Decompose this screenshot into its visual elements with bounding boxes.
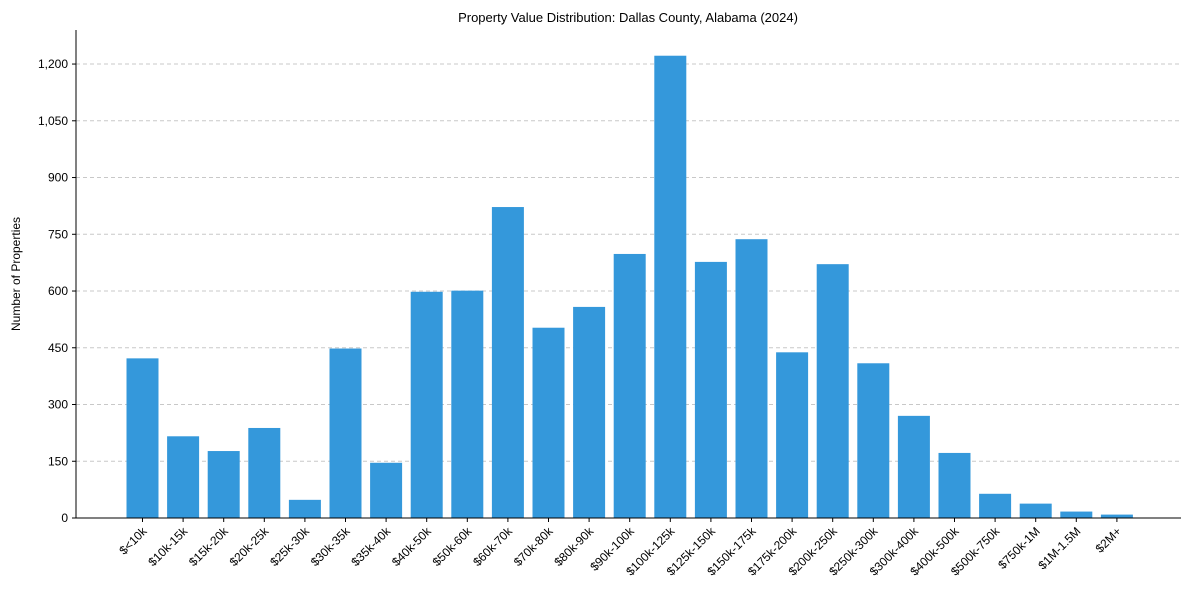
bar (126, 358, 159, 518)
x-tick-label: $750k-1M (995, 524, 1043, 572)
bar (857, 363, 890, 518)
x-tick-label: $40k-50k (389, 524, 435, 570)
bar (491, 207, 524, 518)
bar (329, 348, 362, 518)
bar (167, 436, 200, 518)
bar (1019, 503, 1052, 518)
x-tick-label: $15k-20k (186, 524, 232, 570)
y-axis-ticks: 0 150 300 450 600 750 900 1,050 1,200 (38, 57, 76, 525)
chart-title: Property Value Distribution: Dallas Coun… (458, 10, 798, 25)
x-tick-label: $25k-30k (267, 524, 313, 570)
bar (694, 261, 727, 518)
y-axis-label: Number of Properties (9, 217, 23, 331)
bar (816, 264, 849, 518)
bar (776, 352, 809, 518)
bar (288, 499, 321, 518)
x-tick-label: $50k-60k (430, 524, 476, 570)
bar (654, 55, 687, 518)
y-tick-label: 300 (48, 398, 68, 412)
bar (532, 327, 565, 518)
axes (75, 30, 1181, 519)
bar (735, 239, 768, 518)
bar (573, 306, 606, 518)
y-tick-label: 1,200 (38, 57, 68, 71)
x-tick-label: $1M-1.5M (1035, 524, 1083, 572)
y-tick-label: 1,050 (38, 114, 68, 128)
bar (1060, 511, 1093, 518)
y-tick-label: 600 (48, 284, 68, 298)
bar (248, 427, 281, 518)
bar (1100, 514, 1133, 518)
x-tick-label: $35k-40k (348, 524, 394, 570)
bar (207, 451, 240, 518)
y-tick-label: 150 (48, 454, 68, 468)
bar (370, 462, 403, 518)
y-tick-label: 450 (48, 341, 68, 355)
gridlines (76, 63, 1181, 462)
bar (451, 290, 484, 518)
y-tick-label: 750 (48, 227, 68, 241)
bar (979, 493, 1012, 518)
y-tick-label: 0 (61, 511, 68, 525)
x-axis-ticks: $<10k$10k-15k$15k-20k$20k-25k$25k-30k$30… (116, 518, 1124, 578)
x-tick-label: $10k-15k (145, 524, 191, 570)
bar (938, 452, 971, 518)
x-tick-label: $70k-80k (511, 524, 557, 570)
x-tick-label: $60k-70k (470, 524, 516, 570)
bar (613, 253, 646, 519)
x-tick-label: $<10k (116, 524, 150, 558)
x-tick-label: $20k-25k (227, 524, 273, 570)
bar (897, 415, 930, 518)
y-tick-label: 900 (48, 171, 68, 185)
x-tick-label: $2M+ (1093, 524, 1124, 555)
bars (126, 55, 1133, 519)
x-tick-label: $30k-35k (308, 524, 354, 570)
bar (410, 291, 443, 518)
